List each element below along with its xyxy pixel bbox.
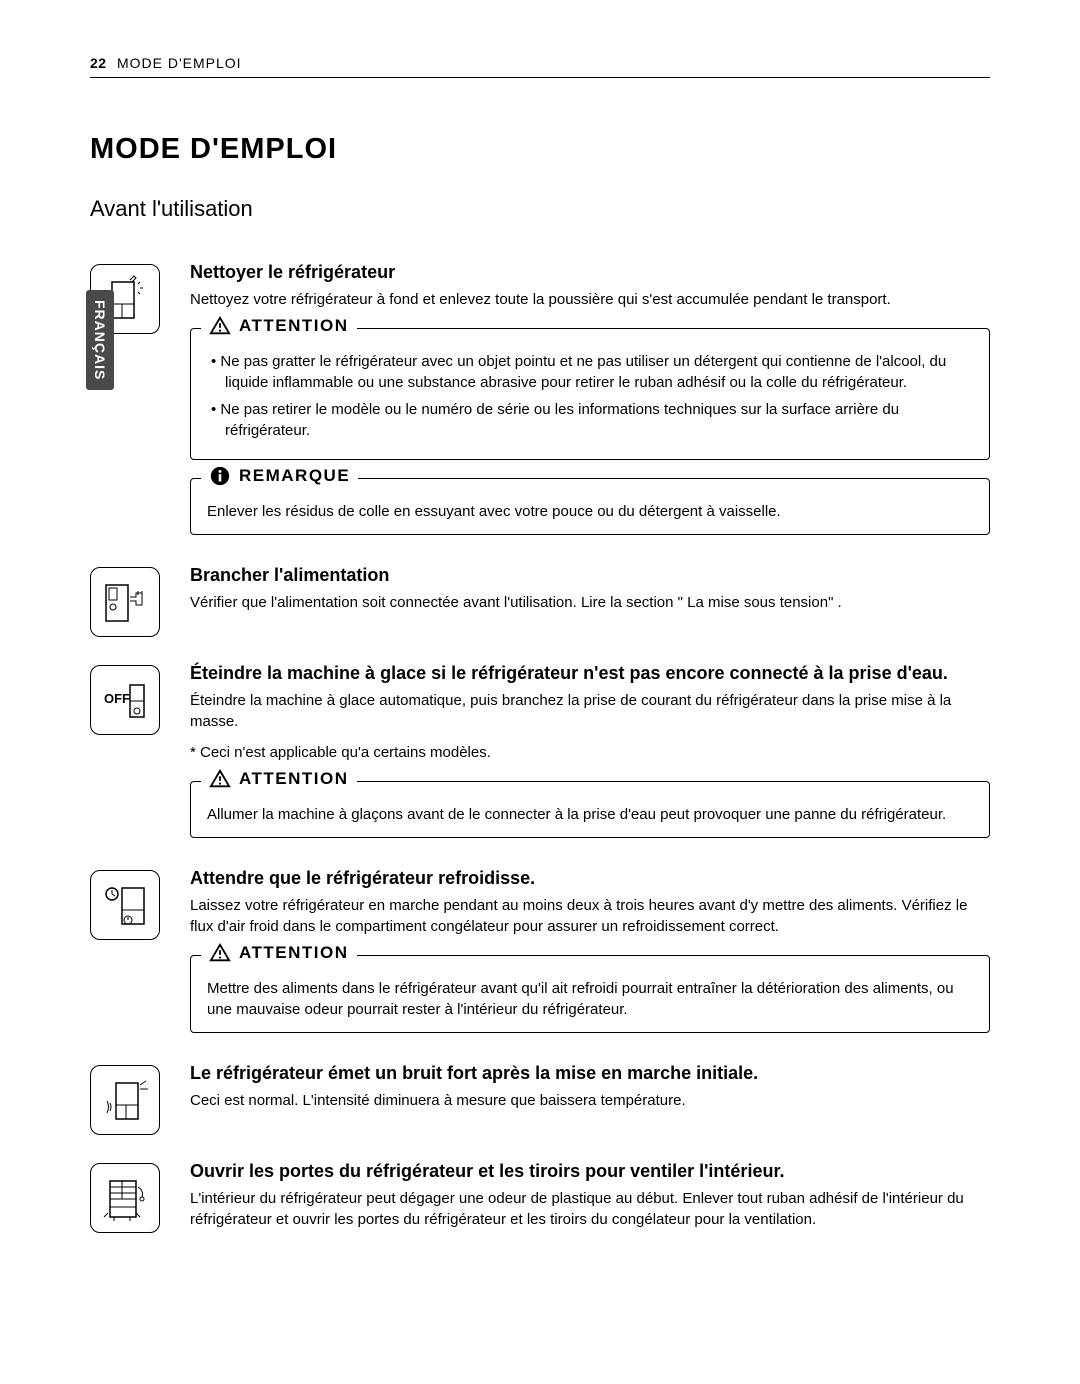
callout-label: ATTENTION bbox=[201, 768, 357, 790]
svg-text:OFF: OFF bbox=[104, 691, 130, 706]
callout-text: Enlever les résidus de colle en essuyant… bbox=[207, 501, 973, 522]
page-title: MODE D'EMPLOI bbox=[90, 133, 990, 166]
section-title: Ouvrir les portes du réfrigérateur et le… bbox=[190, 1161, 990, 1182]
section-off: OFF Éteindre la machine à glace si le réf… bbox=[90, 663, 990, 842]
callout-item: Ne pas gratter le réfrigérateur avec un … bbox=[211, 351, 973, 393]
section-open: Ouvrir les portes du réfrigérateur et le… bbox=[90, 1161, 990, 1240]
warning-icon bbox=[209, 942, 231, 964]
fridge-off-icon: OFF bbox=[90, 665, 160, 735]
section-title: Attendre que le réfrigérateur refroidiss… bbox=[190, 868, 990, 889]
breadcrumb: MODE D'EMPLOI bbox=[117, 55, 242, 71]
section-desc: Nettoyez votre réfrigérateur à fond et e… bbox=[190, 289, 990, 310]
fridge-open-icon bbox=[90, 1163, 160, 1233]
section-desc: L'intérieur du réfrigérateur peut dégage… bbox=[190, 1188, 990, 1230]
section-desc: Ceci est normal. L'intensité diminuera à… bbox=[190, 1090, 990, 1111]
callout-text: Allumer la machine à glaçons avant de le… bbox=[207, 804, 973, 825]
warning-icon bbox=[209, 768, 231, 790]
page-subtitle: Avant l'utilisation bbox=[90, 196, 990, 222]
section-title: Nettoyer le réfrigérateur bbox=[190, 262, 990, 283]
section-footnote: * Ceci n'est applicable qu'a certains mo… bbox=[190, 742, 990, 763]
section-noise: Le réfrigérateur émet un bruit fort aprè… bbox=[90, 1063, 990, 1135]
section-title: Éteindre la machine à glace si le réfrig… bbox=[190, 663, 990, 684]
language-tab: FRANÇAIS bbox=[86, 290, 114, 390]
callout-attention: ATTENTIONMettre des aliments dans le réf… bbox=[190, 955, 990, 1033]
callout-text: Mettre des aliments dans le réfrigérateu… bbox=[207, 978, 973, 1020]
warning-icon bbox=[209, 315, 231, 337]
callout-attention: ATTENTIONAllumer la machine à glaçons av… bbox=[190, 781, 990, 838]
section-title: Le réfrigérateur émet un bruit fort aprè… bbox=[190, 1063, 990, 1084]
page-number: 22 bbox=[90, 55, 107, 71]
callout-attention: ATTENTIONNe pas gratter le réfrigérateur… bbox=[190, 328, 990, 460]
callout-label: ATTENTION bbox=[201, 315, 357, 337]
section-desc: Vérifier que l'alimentation soit connect… bbox=[190, 592, 990, 613]
page-header: 22 MODE D'EMPLOI bbox=[90, 55, 990, 78]
section-wait: Attendre que le réfrigérateur refroidiss… bbox=[90, 868, 990, 1037]
section-desc: Éteindre la machine à glace automatique,… bbox=[190, 690, 990, 732]
fridge-clock-icon bbox=[90, 870, 160, 940]
callout-label: ATTENTION bbox=[201, 942, 357, 964]
section-desc: Laissez votre réfrigérateur en marche pe… bbox=[190, 895, 990, 937]
fridge-sound-icon bbox=[90, 1065, 160, 1135]
section-title: Brancher l'alimentation bbox=[190, 565, 990, 586]
callout-remarque: REMARQUEEnlever les résidus de colle en … bbox=[190, 478, 990, 535]
info-icon bbox=[209, 465, 231, 487]
callout-item: Ne pas retirer le modèle ou le numéro de… bbox=[211, 399, 973, 441]
section-plug: Brancher l'alimentation Vérifier que l'al… bbox=[90, 565, 990, 637]
fridge-plug-icon bbox=[90, 567, 160, 637]
callout-label: REMARQUE bbox=[201, 465, 358, 487]
section-clean: Nettoyer le réfrigérateur Nettoyez votre … bbox=[90, 262, 990, 539]
